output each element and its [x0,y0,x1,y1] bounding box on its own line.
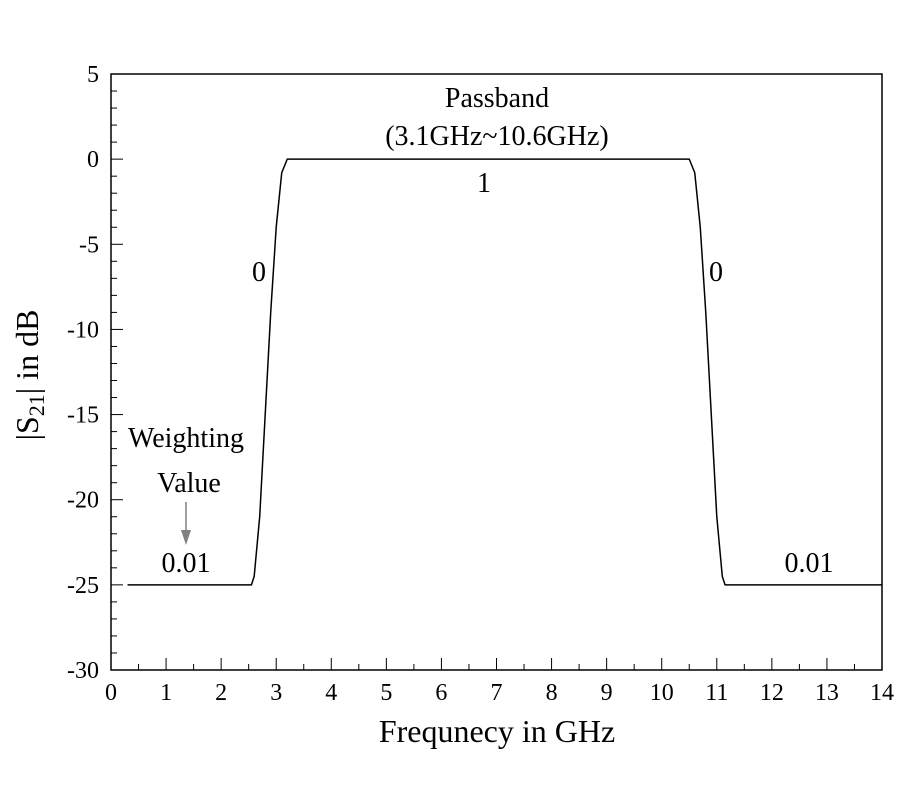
x-tick-label: 3 [270,680,282,706]
weighting-arrow [181,502,191,545]
y-tick-label: -5 [79,232,99,258]
x-tick-label: 6 [435,680,447,706]
right-stopband-weight-label: 0.01 [785,548,834,579]
passband-label: Passband [445,83,549,114]
x-tick-label: 4 [325,680,337,706]
x-tick-label: 12 [760,680,784,706]
y-axis-title: |S21| in dB [9,310,49,441]
weighting-label: Weighting [128,423,244,454]
y-axis-ticks: -30 -25 -20 -15 -10 -5 0 5 [67,62,123,684]
y-axis-title-subscript: 21 [24,394,49,416]
x-tick-label: 0 [105,680,117,706]
response-line [127,158,882,586]
y-axis-title-suffix: | in dB [9,310,45,395]
y-tick-label: -15 [67,403,99,429]
left-stopband-weight-label: 0.01 [162,548,211,579]
x-tick-label: 13 [815,680,839,706]
passband-weight-label: 1 [477,168,491,199]
x-tick-label: 8 [546,680,558,706]
x-tick-label: 5 [380,680,392,706]
x-axis-ticks: 0 1 2 3 4 5 6 7 8 9 10 11 12 13 14 [105,658,894,706]
y-tick-label: 0 [87,147,99,173]
x-tick-label: 11 [705,680,728,706]
x-tick-label: 14 [870,680,894,706]
x-tick-label: 2 [215,680,227,706]
right-transition-weight-label: 0 [709,257,723,288]
y-tick-label: -25 [67,573,99,599]
y-tick-label: -20 [67,488,99,514]
x-axis-title: Frequnecy in GHz [379,713,615,749]
y-tick-label: -30 [67,658,99,684]
plot-frame [110,73,883,671]
weighting-value-label: Value [157,468,221,499]
x-tick-label: 7 [491,680,503,706]
plot-axes [110,73,883,671]
x-tick-label: 10 [650,680,674,706]
weighting-arrow-head [181,530,191,545]
x-tick-label: 1 [160,680,172,706]
series-group [127,158,882,586]
x-tick-label: 9 [601,680,613,706]
y-axis-title-prefix: |S [9,416,45,440]
passband-range-label: (3.1GHz~10.6GHz) [385,121,609,152]
left-transition-weight-label: 0 [252,257,266,288]
y-tick-label: -10 [67,317,99,343]
y-tick-label: 5 [87,62,99,88]
